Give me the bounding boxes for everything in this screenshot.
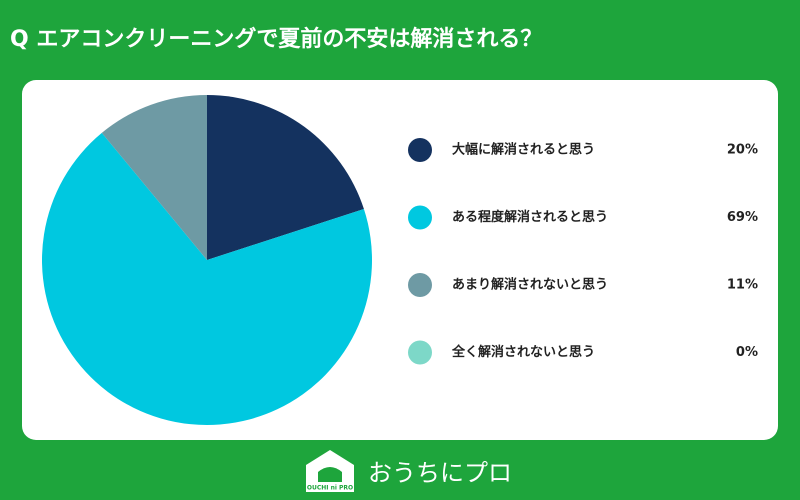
value-label: 69% [727,210,758,225]
pie-slice [101,95,207,260]
legend-label: あまり解消されないと思う [452,277,608,293]
legend-label: 全く解消されないと思う [451,344,595,360]
pie-slice [42,132,372,426]
legend-swatch [408,138,432,162]
value-label: 20% [727,143,758,158]
logo-door [318,467,342,482]
logo-icon: OUCHI ni PRO [306,450,354,492]
logo-text: おうちにプロ [368,459,512,487]
chart-title: Q エアコンクリーニングで夏前の不安は解消される？ [10,26,542,52]
value-label: 0% [736,345,758,360]
logo-mark: OUCHI ni PRO [307,485,353,492]
legend-swatch [408,273,432,297]
legend-label: 大幅に解消されると思う [452,142,595,158]
pie-slice [207,95,364,260]
value-label: 11% [727,278,758,293]
legend-swatch [408,205,432,230]
legend-swatch [408,340,432,365]
legend-label: ある程度解消されると思う [452,209,608,225]
